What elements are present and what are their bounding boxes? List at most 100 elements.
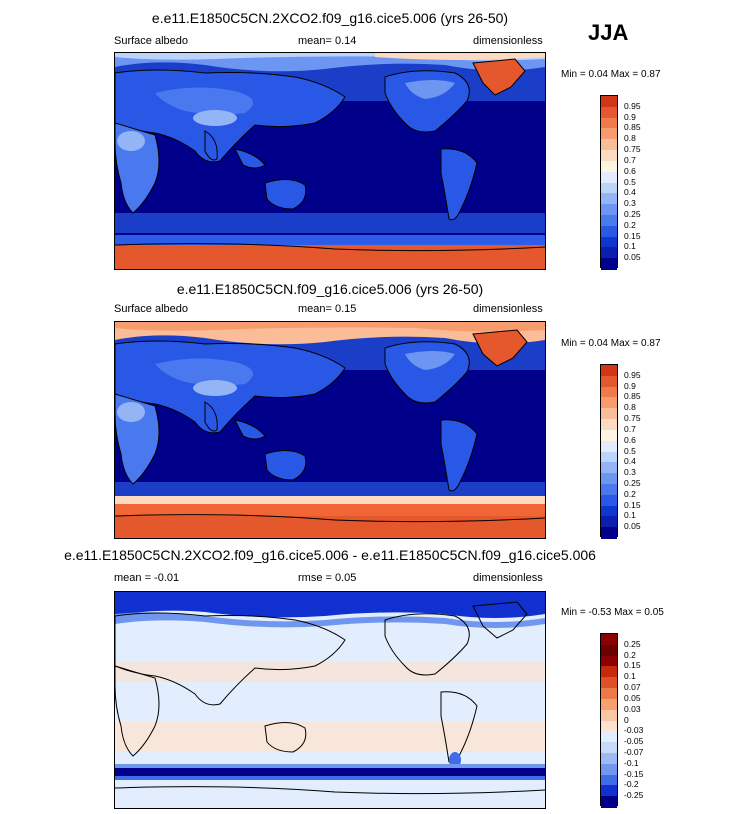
antarctic-coast	[115, 514, 545, 523]
panel1-minmax: Min = 0.04 Max = 0.87	[561, 69, 661, 80]
colorbar-tick-label: -0.05	[624, 736, 644, 747]
colorbar-box	[601, 171, 617, 183]
sahara-region	[117, 131, 145, 151]
colorbar-tick-label: 0.5	[624, 176, 636, 187]
south-america	[440, 148, 478, 221]
colorbar-tick-label: 0.75	[624, 144, 641, 155]
colorbar-tick-label: 0.1	[624, 510, 636, 521]
colorbar-box	[601, 494, 617, 507]
colorbar-box	[601, 106, 617, 119]
colorbar-box	[601, 473, 617, 485]
southern-ocean-ice	[115, 235, 545, 245]
panel2-units-label: dimensionless	[473, 303, 543, 315]
panel1-title: e.e11.E1850C5CN.2XCO2.f09_g16.cice5.006 …	[151, 10, 509, 26]
colorbar-tick-label: 0.2	[624, 219, 636, 230]
colorbar-box	[601, 365, 617, 377]
panel1-mean-label: mean= 0.14	[298, 35, 357, 47]
colorbar-tick-label: 0.2	[624, 488, 636, 499]
south-america	[440, 691, 478, 764]
panel3-map	[114, 591, 546, 809]
colorbar-tick-label: 0.05	[624, 252, 641, 263]
tibet-region	[193, 380, 237, 396]
colorbar-box	[601, 204, 617, 216]
colorbar-box	[601, 160, 617, 173]
colorbar-box	[601, 527, 617, 539]
colorbar-tick-label: 0.7	[624, 154, 636, 165]
colorbar-box	[601, 182, 617, 194]
colorbar-tick-label: 0.3	[624, 198, 636, 209]
colorbar-box	[601, 193, 617, 205]
arctic-edge	[115, 612, 545, 628]
canada-shade	[405, 80, 455, 99]
panel2-variable-label: Surface albedo	[114, 303, 188, 315]
colorbar-tick-label: 0.6	[624, 434, 636, 445]
south-america	[440, 419, 478, 492]
antarctica	[115, 780, 545, 808]
colorbar-box	[601, 709, 617, 721]
colorbar-tick-label: -0.07	[624, 746, 644, 757]
colorbar-box	[601, 655, 617, 667]
colorbar-box	[601, 698, 617, 711]
colorbar-tick-label: 0.6	[624, 165, 636, 176]
australia	[264, 179, 307, 210]
colorbar-tick-label: 0.8	[624, 133, 636, 144]
panel2-mean-label: mean= 0.15	[298, 303, 357, 315]
arctic-pink	[375, 53, 545, 60]
colorbar-box	[601, 731, 617, 743]
colorbar-tick-label: 0.1	[624, 241, 636, 252]
india	[204, 130, 218, 161]
eurasia	[115, 612, 346, 706]
colorbar-tick-label: 0.85	[624, 391, 641, 402]
colorbar-box	[601, 505, 617, 517]
colorbar-box	[601, 644, 617, 657]
greenland	[472, 58, 526, 96]
colorbar-tick-label: 0.9	[624, 380, 636, 391]
australia	[264, 722, 307, 753]
colorbar-box	[601, 397, 617, 409]
tibet-region	[193, 110, 237, 126]
colorbar-tick-label: 0.8	[624, 402, 636, 413]
sahara-region	[117, 402, 145, 422]
colorbar-tick-label: 0	[624, 714, 629, 725]
sea-ice-edge-north	[115, 764, 545, 768]
colorbar-tick-label: 0.5	[624, 445, 636, 456]
central-asia-shade	[155, 87, 253, 115]
colorbar-box	[601, 117, 617, 129]
colorbar-tick-label: 0.4	[624, 187, 636, 198]
colorbar-tick-label: 0.05	[624, 521, 641, 532]
colorbar-box	[601, 386, 617, 398]
colorbar-box	[601, 763, 617, 776]
north-america	[384, 613, 470, 676]
colorbar-tick-label: 0.07	[624, 682, 641, 693]
colorbar-tick-label: 0.75	[624, 413, 641, 424]
colorbar-box	[601, 429, 617, 442]
panel3-units-label: dimensionless	[473, 572, 543, 584]
colorbar-tick-label: -0.2	[624, 779, 639, 790]
colorbar-box	[601, 440, 617, 452]
colorbar-box	[601, 451, 617, 463]
panel2-map-svg	[115, 322, 545, 538]
panel3-map-svg	[115, 592, 545, 808]
colorbar-box	[601, 236, 617, 248]
colorbar-box	[601, 150, 617, 162]
colorbar-tick-label: 0.2	[624, 649, 636, 660]
panel2-title: e.e11.E1850C5CN.f09_g16.cice5.006 (yrs 2…	[176, 281, 484, 297]
colorbar-tick-label: -0.03	[624, 725, 644, 736]
panel2-colorbar	[600, 364, 618, 539]
antarctic-coast	[115, 786, 545, 795]
panel3-mean-label: mean = -0.01	[114, 572, 180, 584]
maritime-continent	[234, 148, 266, 169]
colorbar-tick-label: 0.9	[624, 111, 636, 122]
colorbar-box	[601, 225, 617, 238]
colorbar-box	[601, 677, 617, 689]
panel1-units-label: dimensionless	[473, 35, 543, 47]
colorbar-tick-label: 0.95	[624, 100, 641, 111]
season-label: JJA	[588, 20, 629, 45]
colorbar-box	[601, 720, 617, 732]
southern-midlat-band	[115, 482, 545, 496]
colorbar-box	[601, 96, 617, 108]
panel3-colorbar	[600, 633, 618, 808]
colorbar-tick-label: -0.1	[624, 757, 639, 768]
colorbar-tick-label: 0.1	[624, 671, 636, 682]
colorbar-box	[601, 139, 617, 151]
